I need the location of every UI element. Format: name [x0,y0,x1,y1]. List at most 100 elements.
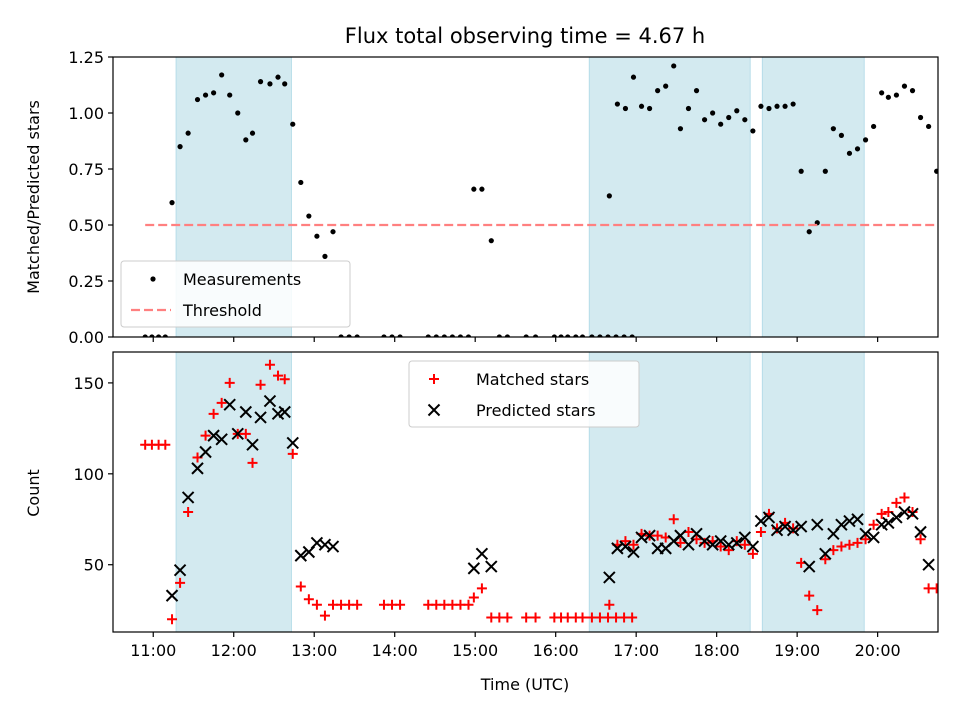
x-tick-label: 12:00 [211,641,257,660]
series-matched-stars-point [183,507,194,517]
series-matched-stars-point [836,541,847,552]
series-measurements-point [742,117,748,123]
series-measurements-point [354,334,360,337]
series-predicted-stars-point [714,534,727,548]
series-measurements-point [290,121,296,127]
series-measurements-point [314,233,320,239]
series-predicted-stars-point [770,523,784,537]
series-predicted-stars-point [859,527,872,541]
series-matched-stars-point [755,527,766,537]
series-matched-stars-point [264,359,275,370]
series-matched-stars-point [844,539,855,550]
series-predicted-stars-point [207,429,220,442]
series-measurements-point [685,105,692,112]
series-measurements-point [629,334,635,337]
x-tick-label: 19:00 [774,641,820,660]
series-measurements-point [579,334,586,337]
series-measurements-point [822,168,828,174]
series-predicted-stars-point [627,545,640,559]
series-predicted-stars-point [890,511,903,524]
series-measurements-point [879,90,885,96]
shaded-interval [761,56,865,338]
series-matched-stars-point [620,536,631,547]
series-matched-stars-point [876,508,887,519]
series-predicted-stars-point [254,411,267,424]
series-matched-stars-point [715,541,726,552]
series-measurements-point [142,334,148,337]
series-predicted-stars-point [181,491,195,504]
series-measurements-point [249,130,256,136]
series-measurements-point [885,94,891,100]
series-measurements-point [693,88,700,94]
series-measurements-point [726,114,732,121]
series-measurements-point [202,92,209,98]
series-measurements-point [532,334,539,337]
y-tick-label: 1.00 [68,104,104,123]
series-predicted-stars-point [803,560,816,573]
series-predicted-stars-point [851,513,864,526]
series-matched-stars-point [295,581,306,592]
series-measurements-point [449,334,455,337]
legend-label: Predicted stars [476,401,596,420]
series-measurements-point [433,334,439,337]
series-measurements-point [638,103,645,109]
series-matched-stars-point [772,523,783,534]
series-measurements-point [926,123,932,130]
series-measurements-point [219,72,225,78]
series-matched-stars-point [247,457,258,468]
series-predicted-stars-point [811,518,824,531]
y-tick-label: 150 [73,374,104,393]
series-predicted-stars-point [762,511,776,524]
series-predicted-stars-point [794,520,808,533]
legend-label: Threshold [182,301,262,320]
series-measurements-point [211,90,217,96]
series-measurements-point [257,79,264,85]
series-predicted-stars-point [231,427,244,441]
series-predicted-stars-point [223,398,236,411]
series-predicted-stars-point [746,540,760,553]
series-measurements-point [614,101,620,107]
x-tick-label: 18:00 [694,641,740,660]
series-predicted-stars-point [199,445,212,459]
series-measurements-point [267,81,273,87]
series-measurements-point [465,334,472,337]
series-predicted-stars-point [215,433,228,446]
series-matched-stars-point [521,612,532,623]
series-measurements-point [169,200,175,206]
series-measurements-point [381,334,387,337]
series-matched-stars-point [675,537,686,548]
series-measurements-point [909,88,916,94]
series-measurements-point [306,213,312,219]
series-measurements-point [655,88,661,94]
axes-frame [112,56,939,338]
shaded-interval [588,56,751,338]
series-predicted-stars-point [294,549,308,562]
series-measurements-point [606,193,612,199]
series-measurements-point [194,96,201,103]
axes-frame [112,351,939,633]
series-predicted-stars-point [867,531,880,544]
y-tick-label: 0.50 [68,216,104,235]
series-predicted-stars-point [485,560,498,573]
series-matched-stars-point [208,408,219,419]
series-matched-stars-point [224,377,235,388]
series-measurements-point [734,108,740,114]
series-matched-stars-point [899,492,910,503]
series-measurements-point [397,334,403,337]
series-matched-stars-point [476,583,487,594]
series-measurements-point [750,128,756,134]
series-measurements-point [646,105,653,112]
series-predicted-stars-point [246,438,259,451]
series-matched-stars-point [175,577,186,588]
series-matched-stars-point [395,599,406,610]
series-measurements-point [671,63,677,69]
series-measurements-point [227,92,233,98]
y-tick-label: 0.75 [68,160,104,179]
series-measurements-point [710,110,716,116]
x-tick-label: 13:00 [291,641,337,660]
series-measurements-point [871,123,877,130]
series-matched-stars-point [723,545,734,556]
series-measurements-point [471,186,477,192]
